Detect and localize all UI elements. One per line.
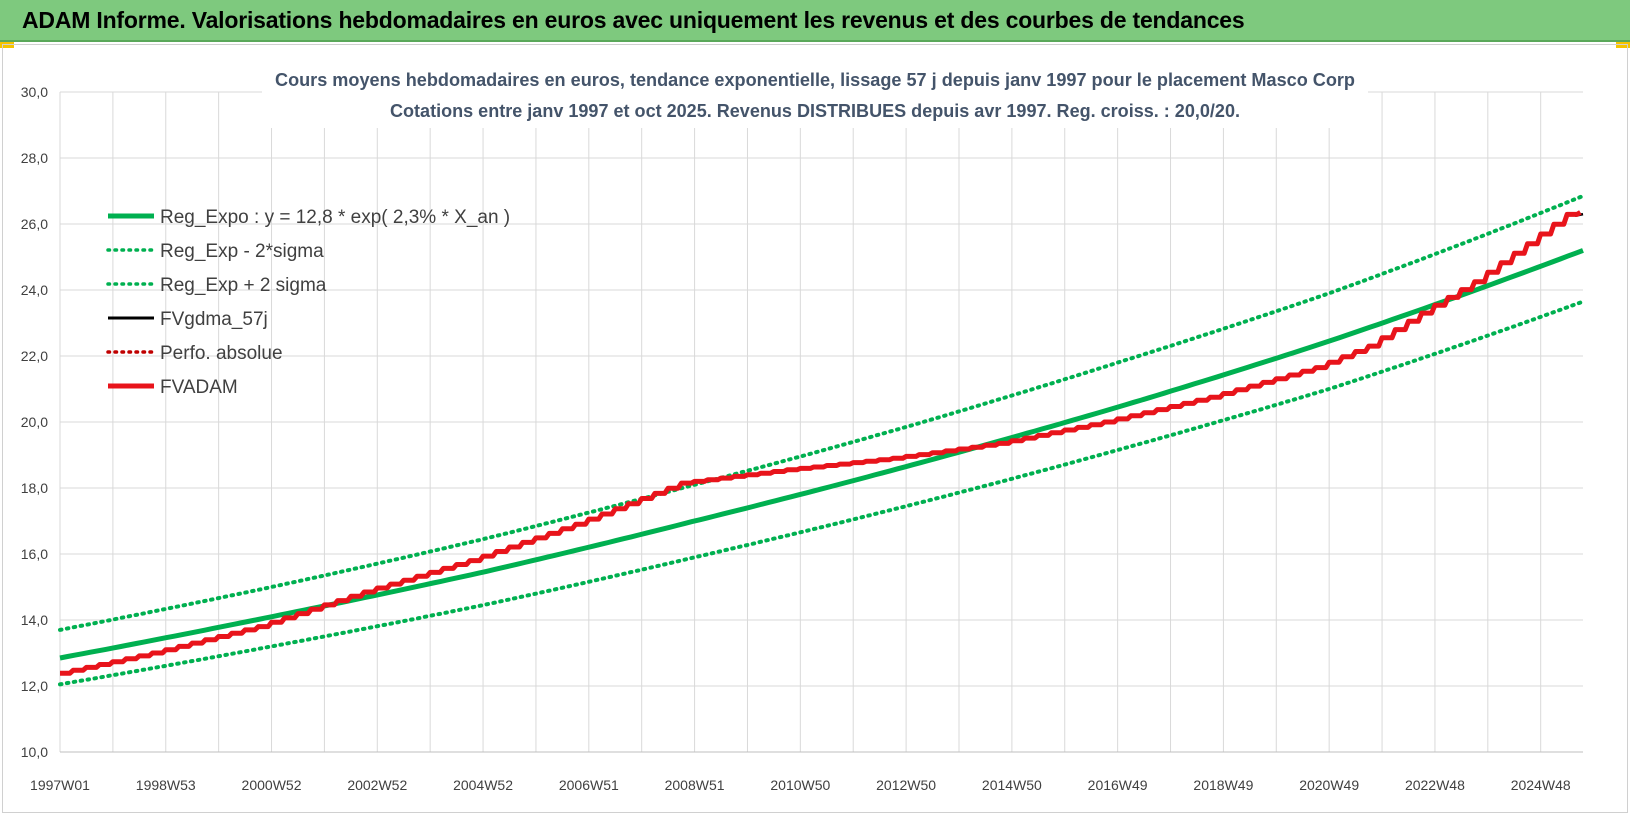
series-line	[58, 299, 1585, 687]
y-tick-label: 24,0	[21, 282, 48, 298]
x-tick-label: 2016W49	[1088, 777, 1148, 793]
title-background	[262, 62, 1368, 128]
legend-label: Perfo. absolue	[160, 343, 283, 364]
x-tick-label: 2008W51	[665, 777, 725, 793]
x-tick-label: 2022W48	[1405, 777, 1465, 793]
legend-label: Reg_Expo : y = 12,8 * exp( 2,3% * X_an )	[160, 207, 510, 228]
chart-subtitle: Cotations entre janv 1997 et oct 2025. R…	[390, 101, 1240, 121]
y-tick-label: 18,0	[21, 480, 48, 496]
x-tick-label: 1997W01	[30, 777, 90, 793]
y-tick-label: 16,0	[21, 546, 48, 562]
y-tick-label: 26,0	[21, 216, 48, 232]
legend-label: Reg_Exp - 2*sigma	[160, 241, 324, 262]
y-tick-label: 20,0	[21, 414, 48, 430]
x-tick-label: 2018W49	[1193, 777, 1253, 793]
x-tick-label: 2012W50	[876, 777, 936, 793]
chart-svg: 10,0 12,0 14,0 16,0 18,0 20,0 22,0 24,0 26,0 28,0…	[21, 62, 1585, 793]
x-tick-label: 2002W52	[347, 777, 407, 793]
y-tick-label: 10,0	[21, 744, 48, 760]
corner-mark-left	[0, 42, 14, 48]
corner-mark-right	[1616, 42, 1630, 48]
legend-label: FVgdma_57j	[160, 309, 268, 330]
x-tick-label: 2004W52	[453, 777, 513, 793]
x-tick-label: 2006W51	[559, 777, 619, 793]
page-title: ADAM Informe. Valorisations hebdomadaire…	[22, 7, 1245, 33]
y-tick-label: 28,0	[21, 150, 48, 166]
chart-area: 10,0 12,0 14,0 16,0 18,0 20,0 22,0 24,0 26,0 28,0…	[0, 42, 1630, 815]
x-tick-label: 1998W53	[136, 777, 196, 793]
x-tick-label: 2000W52	[242, 777, 302, 793]
legend: Reg_Expo : y = 12,8 * exp( 2,3% * X_an )…	[106, 207, 510, 398]
grid-layer	[59, 91, 1583, 753]
chart-title: Cours moyens hebdomadaires en euros, ten…	[275, 70, 1355, 90]
series-layer	[58, 194, 1585, 687]
axis-layer: 10,0 12,0 14,0 16,0 18,0 20,0 22,0 24,0 26,0 28,0…	[21, 84, 1583, 793]
series-line	[59, 248, 1584, 661]
series-line	[60, 210, 1582, 676]
y-tick-label: 14,0	[21, 612, 48, 628]
series-line	[58, 194, 1585, 632]
app-header: ADAM Informe. Valorisations hebdomadaire…	[0, 0, 1630, 42]
y-tick-label: 12,0	[21, 678, 48, 694]
x-tick-label: 2014W50	[982, 777, 1042, 793]
x-tick-label: 2020W49	[1299, 777, 1359, 793]
x-tick-label: 2024W48	[1511, 777, 1571, 793]
y-tick-label: 30,0	[21, 84, 48, 100]
y-tick-label: 22,0	[21, 348, 48, 364]
x-tick-label: 2010W50	[770, 777, 830, 793]
legend-label: Reg_Exp + 2 sigma	[160, 275, 327, 296]
legend-label: FVADAM	[160, 377, 238, 398]
